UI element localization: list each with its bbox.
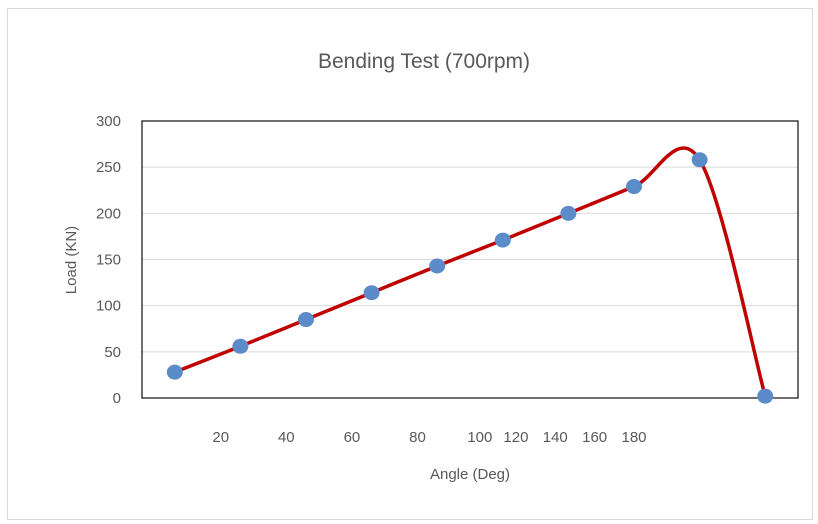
x-axis-title: Angle (Deg): [430, 466, 510, 483]
chart-title: Bending Test (700rpm): [318, 50, 530, 73]
chart-frame: [7, 8, 813, 520]
y-tick-label-150: 150: [96, 252, 121, 269]
x-tick-label-140: 140: [543, 429, 568, 446]
data-point-1: [166, 364, 183, 380]
data-point-3: [298, 312, 314, 328]
y-tick-label-250: 250: [96, 159, 121, 176]
y-tick-label-200: 200: [96, 205, 121, 222]
data-point-8: [626, 179, 642, 195]
data-point-9: [691, 152, 708, 168]
x-tick-label-160: 160: [582, 429, 607, 446]
x-tick-label-120: 120: [503, 429, 528, 446]
series-line: [173, 146, 767, 398]
grid-layer: [142, 166, 798, 353]
y-tick-label-0: 0: [113, 390, 121, 407]
x-tick-label-80: 80: [409, 429, 426, 446]
y-axis-title: Load (KN): [63, 226, 80, 294]
x-tick-label-40: 40: [278, 429, 295, 446]
x-tick-label-60: 60: [344, 429, 361, 446]
x-tick-label-180: 180: [621, 429, 646, 446]
y-tick-labels: 300 250 200 150 100 50 0: [96, 113, 121, 407]
data-point-6: [494, 232, 511, 248]
data-point-4: [363, 285, 380, 301]
plot-area: [141, 120, 799, 399]
y-tick-label-100: 100: [96, 298, 121, 315]
data-point-2: [232, 338, 249, 354]
data-point-10: [757, 388, 774, 404]
data-point-5: [429, 258, 446, 274]
data-points: [166, 152, 774, 404]
x-tick-labels: 20 40 60 80 100 120 140 160 180: [212, 429, 646, 446]
y-tick-label-300: 300: [96, 113, 121, 130]
data-point-7: [560, 205, 577, 221]
x-tick-label-20: 20: [212, 429, 229, 446]
y-tick-label-50: 50: [104, 344, 121, 361]
x-tick-label-100: 100: [467, 429, 492, 446]
